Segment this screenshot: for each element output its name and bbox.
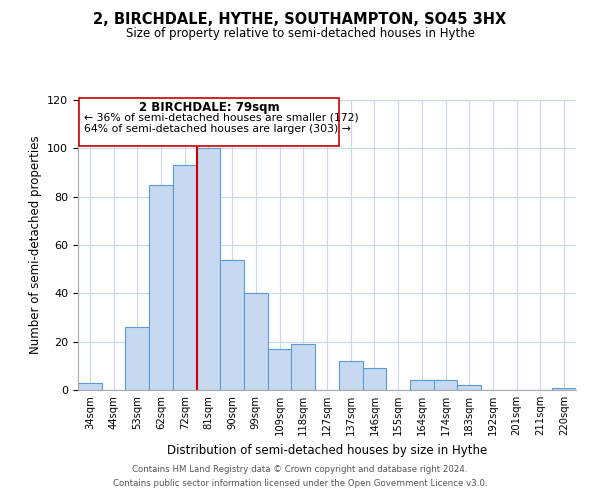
Bar: [552, 388, 576, 390]
Text: Contains HM Land Registry data © Crown copyright and database right 2024.
Contai: Contains HM Land Registry data © Crown c…: [113, 466, 487, 487]
Bar: [434, 380, 457, 390]
Bar: [362, 368, 386, 390]
Bar: [173, 166, 197, 390]
Text: Size of property relative to semi-detached houses in Hythe: Size of property relative to semi-detach…: [125, 28, 475, 40]
Text: 2 BIRCHDALE: 79sqm: 2 BIRCHDALE: 79sqm: [139, 101, 280, 114]
Bar: [197, 148, 220, 390]
Text: 2, BIRCHDALE, HYTHE, SOUTHAMPTON, SO45 3HX: 2, BIRCHDALE, HYTHE, SOUTHAMPTON, SO45 3…: [94, 12, 506, 28]
X-axis label: Distribution of semi-detached houses by size in Hythe: Distribution of semi-detached houses by …: [167, 444, 487, 456]
Bar: [268, 349, 292, 390]
Text: ← 36% of semi-detached houses are smaller (172): ← 36% of semi-detached houses are smalle…: [84, 112, 359, 122]
Bar: [410, 380, 434, 390]
Bar: [339, 361, 362, 390]
Bar: [457, 385, 481, 390]
Bar: [78, 383, 102, 390]
Bar: [292, 344, 315, 390]
Bar: [125, 327, 149, 390]
Bar: [220, 260, 244, 390]
FancyBboxPatch shape: [79, 98, 339, 146]
Text: 64% of semi-detached houses are larger (303) →: 64% of semi-detached houses are larger (…: [84, 124, 351, 134]
Y-axis label: Number of semi-detached properties: Number of semi-detached properties: [29, 136, 41, 354]
Bar: [149, 184, 173, 390]
Bar: [244, 294, 268, 390]
